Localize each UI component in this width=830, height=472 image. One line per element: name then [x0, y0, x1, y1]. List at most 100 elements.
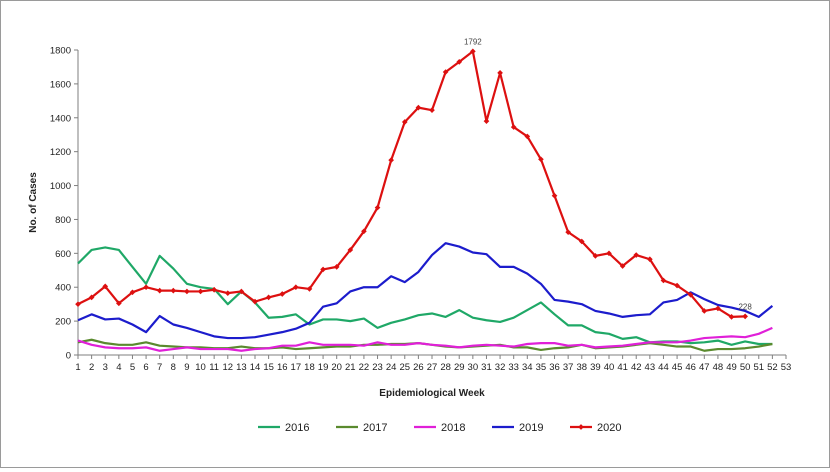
x-tick-label: 13 — [236, 362, 247, 373]
x-tick-label: 39 — [590, 362, 601, 373]
legend-label: 2018 — [441, 422, 465, 434]
y-tick-label: 600 — [55, 249, 71, 260]
x-tick-label: 14 — [250, 362, 261, 373]
x-tick-label: 26 — [413, 362, 424, 373]
legend-label: 2016 — [285, 422, 309, 434]
data-point-2020 — [742, 313, 748, 320]
data-point-2020 — [647, 256, 653, 263]
data-point-2020 — [415, 104, 422, 111]
x-tick-label: 35 — [536, 362, 547, 373]
data-point-2020 — [388, 157, 394, 163]
data-point-2020 — [333, 264, 340, 270]
x-tick-label: 7 — [157, 362, 162, 373]
legend-marker — [578, 424, 584, 430]
data-point-2020 — [306, 286, 313, 292]
data-point-2020 — [497, 70, 503, 76]
x-tick-label: 12 — [222, 362, 233, 373]
x-tick-label: 53 — [781, 362, 792, 373]
data-point-2020 — [211, 286, 217, 293]
series-layer — [75, 48, 774, 352]
data-point-2020 — [265, 294, 272, 301]
x-tick-label: 44 — [658, 362, 669, 373]
legend-item-2017: 2017 — [336, 422, 387, 434]
data-point-2020 — [143, 284, 149, 291]
x-tick-label: 5 — [130, 362, 135, 373]
y-tick-label: 400 — [55, 283, 71, 294]
x-tick-label: 22 — [359, 362, 370, 373]
x-tick-label: 15 — [263, 362, 274, 373]
x-tick-label: 41 — [617, 362, 628, 373]
x-tick-label: 42 — [631, 362, 642, 373]
x-tick-label: 50 — [740, 362, 751, 373]
data-point-2020 — [361, 228, 367, 235]
x-tick-label: 24 — [386, 362, 397, 373]
data-point-2020 — [524, 133, 531, 140]
y-axis: 0 200 400 600 800 1000 1200 1400 1600 1800 — [50, 46, 79, 362]
data-point-2020 — [592, 253, 599, 259]
data-point-2020 — [184, 288, 190, 295]
x-tick-label: 18 — [304, 362, 315, 373]
data-point-2020 — [374, 204, 381, 211]
data-point-2020 — [401, 119, 408, 125]
legend-item-2020: 2020 — [570, 422, 621, 434]
x-axis: 1 2 3 4 5 6 7 8 9 10 11 12 13 14 15 16 17 18 19 20 21 22 23 24 2… — [75, 354, 792, 373]
data-point-2020 — [633, 252, 640, 258]
x-tick-label: 21 — [345, 362, 356, 373]
x-tick-label: 49 — [726, 362, 737, 373]
data-point-2020 — [701, 308, 708, 314]
data-point-2020 — [619, 263, 626, 269]
data-point-2020 — [674, 282, 680, 289]
x-tick-label: 38 — [576, 362, 587, 373]
series-2018 — [77, 326, 773, 352]
data-point-2020 — [320, 266, 326, 273]
data-point-2020 — [565, 229, 571, 235]
x-tick-label: 36 — [549, 362, 560, 373]
data-point-2020 — [510, 124, 517, 130]
x-tick-label: 46 — [685, 362, 696, 373]
x-tick-label: 10 — [195, 362, 206, 373]
series-line-2019 — [77, 242, 774, 340]
data-point-2020 — [483, 118, 490, 124]
x-tick-label: 27 — [427, 362, 438, 373]
x-tick-label: 1 — [75, 362, 80, 373]
y-tick-label: 800 — [55, 215, 71, 226]
x-tick-label: 29 — [454, 362, 465, 373]
data-point-2020 — [156, 287, 163, 294]
x-tick-label: 45 — [672, 362, 683, 373]
x-tick-label: 17 — [291, 362, 302, 373]
x-tick-label: 19 — [318, 362, 329, 373]
x-tick-label: 11 — [209, 362, 219, 373]
data-point-2020 — [293, 284, 299, 291]
x-tick-label: 9 — [184, 362, 189, 373]
legend-item-2018: 2018 — [414, 422, 465, 434]
data-point-2020 — [728, 314, 735, 320]
x-tick-label: 28 — [440, 362, 451, 373]
legend: 2016 2017 2018 2019 2020 — [258, 422, 621, 434]
data-point-2020 — [252, 298, 258, 305]
series-2020 — [75, 48, 748, 320]
x-tick-label: 25 — [399, 362, 410, 373]
annotation-layer: 1792 228 — [464, 37, 752, 311]
data-point-2020 — [687, 292, 694, 298]
legend-label: 2019 — [519, 422, 543, 434]
x-tick-label: 48 — [713, 362, 724, 373]
x-tick-label: 30 — [468, 362, 479, 373]
legend-label: 2020 — [597, 422, 621, 434]
x-tick-label: 6 — [143, 362, 148, 373]
y-tick-label: 1400 — [50, 113, 71, 124]
y-tick-label: 0 — [66, 351, 71, 362]
data-point-2020 — [197, 288, 204, 295]
y-tick-label: 200 — [55, 317, 71, 328]
x-tick-label: 3 — [103, 362, 108, 373]
data-point-2020 — [660, 277, 667, 284]
x-tick-label: 34 — [522, 362, 533, 373]
data-point-2020 — [429, 107, 435, 113]
data-point-2020 — [170, 287, 177, 294]
y-tick-label: 1600 — [50, 79, 71, 90]
x-tick-label: 2 — [89, 362, 94, 373]
data-point-2020 — [102, 283, 109, 290]
x-tick-label: 43 — [645, 362, 656, 373]
data-label: 1792 — [464, 37, 482, 46]
x-tick-label: 52 — [767, 362, 778, 373]
